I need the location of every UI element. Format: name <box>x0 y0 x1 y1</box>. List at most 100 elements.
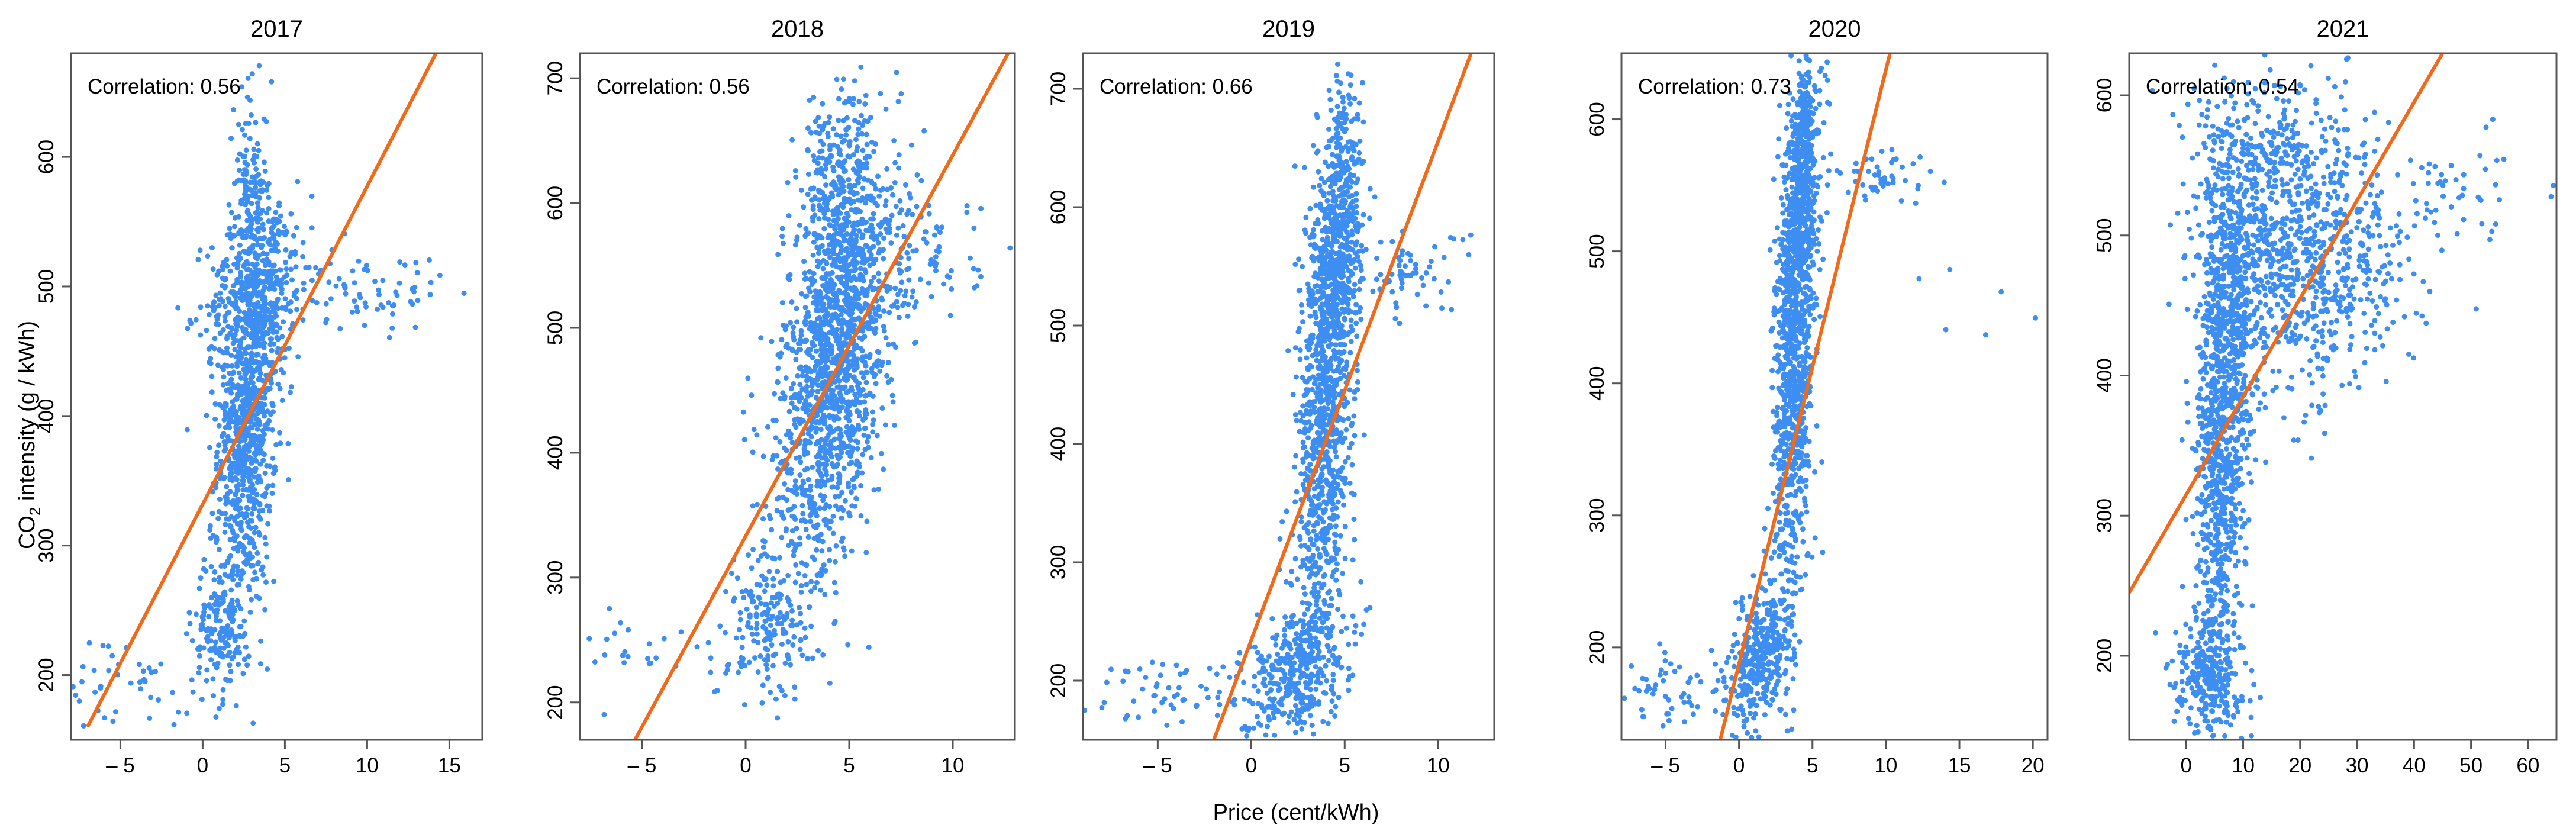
data-point <box>798 589 804 595</box>
data-point <box>864 369 870 375</box>
data-point <box>860 185 866 191</box>
data-point <box>264 503 270 509</box>
data-point <box>248 419 253 425</box>
data-point <box>857 277 863 283</box>
data-point <box>865 118 871 124</box>
data-point <box>817 315 823 321</box>
data-point <box>810 218 816 224</box>
data-point <box>1327 468 1333 474</box>
scatter-points <box>586 64 1013 721</box>
data-point <box>777 596 783 602</box>
data-point <box>227 268 233 274</box>
data-point <box>814 258 820 264</box>
data-point <box>230 399 236 405</box>
data-point <box>250 505 256 511</box>
data-point <box>846 143 852 149</box>
data-point <box>825 131 831 137</box>
data-point <box>1334 561 1340 567</box>
data-point <box>238 375 244 381</box>
data-point <box>740 656 746 662</box>
data-point <box>1306 546 1312 552</box>
data-point <box>1298 302 1304 308</box>
data-point <box>859 221 865 226</box>
data-point <box>839 489 845 495</box>
data-point <box>857 266 863 272</box>
data-point <box>241 451 247 457</box>
data-point <box>240 633 246 639</box>
data-point <box>247 478 253 484</box>
data-point <box>1329 408 1335 414</box>
data-point <box>846 98 852 104</box>
data-point <box>216 423 222 429</box>
data-point <box>1310 374 1316 380</box>
data-point <box>232 637 238 643</box>
data-point <box>814 426 820 431</box>
data-point <box>937 230 943 236</box>
data-point <box>259 439 265 445</box>
data-point <box>229 363 235 369</box>
data-point <box>356 258 362 264</box>
data-point <box>221 448 227 454</box>
data-point <box>220 382 226 388</box>
data-point <box>372 278 378 284</box>
data-point <box>187 621 193 627</box>
data-point <box>233 291 239 297</box>
data-point <box>1331 173 1337 179</box>
data-point <box>1356 259 1362 265</box>
data-point <box>833 291 839 297</box>
data-point <box>241 618 247 624</box>
data-point <box>1349 462 1355 468</box>
data-point <box>763 646 768 652</box>
data-point <box>819 243 825 249</box>
data-point <box>853 276 859 282</box>
data-point <box>283 279 289 285</box>
data-point <box>832 619 838 624</box>
data-point <box>848 489 854 495</box>
data-point <box>232 347 238 353</box>
data-point <box>238 340 244 346</box>
data-point <box>792 478 798 484</box>
data-point <box>260 507 266 513</box>
data-point <box>1328 391 1334 397</box>
data-point <box>862 324 867 330</box>
data-point <box>1343 245 1349 251</box>
data-point <box>749 632 755 637</box>
data-point <box>1292 262 1298 267</box>
data-point <box>822 441 828 447</box>
data-point <box>768 623 773 628</box>
data-point <box>766 616 772 622</box>
data-point <box>158 661 164 667</box>
data-point <box>907 191 913 197</box>
data-point <box>1320 237 1326 243</box>
data-point <box>779 233 785 239</box>
data-point <box>773 651 779 657</box>
data-point <box>212 592 218 598</box>
data-point <box>208 657 214 663</box>
data-point <box>224 640 230 646</box>
data-point <box>282 224 287 229</box>
data-point <box>913 299 919 305</box>
data-point <box>217 575 223 581</box>
data-point <box>248 112 254 118</box>
data-point <box>394 292 400 298</box>
data-point <box>153 669 159 675</box>
data-point <box>205 253 211 259</box>
data-point <box>262 159 267 165</box>
data-point <box>1333 198 1339 204</box>
data-point <box>1294 418 1300 423</box>
data-point <box>193 611 199 617</box>
data-point <box>819 455 824 461</box>
data-point <box>1332 351 1337 357</box>
data-point <box>238 391 244 397</box>
data-point <box>648 660 654 666</box>
data-point <box>797 455 802 460</box>
data-point <box>829 429 835 435</box>
data-point <box>240 482 246 488</box>
data-point <box>803 398 808 404</box>
data-point <box>796 394 802 400</box>
data-point <box>300 253 306 259</box>
data-point <box>248 526 254 531</box>
data-point <box>1320 619 1326 625</box>
data-point <box>804 373 810 379</box>
data-point <box>884 283 889 289</box>
